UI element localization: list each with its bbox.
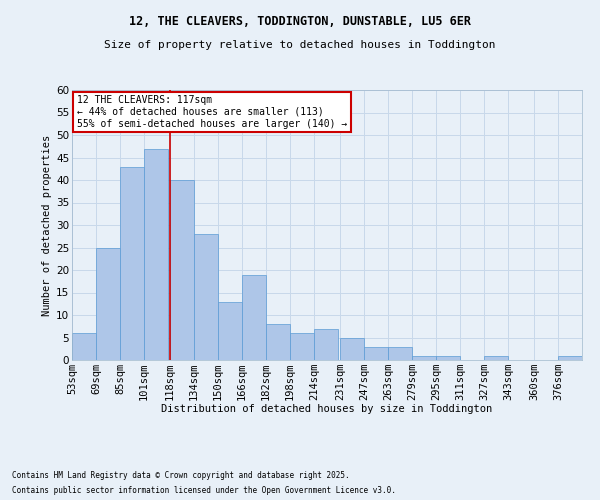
Y-axis label: Number of detached properties: Number of detached properties [42, 134, 52, 316]
Bar [218, 302, 242, 360]
Bar [364, 346, 388, 360]
Bar [290, 333, 314, 360]
Text: 12 THE CLEAVERS: 117sqm
← 44% of detached houses are smaller (113)
55% of semi-d: 12 THE CLEAVERS: 117sqm ← 44% of detache… [77, 96, 347, 128]
X-axis label: Distribution of detached houses by size in Toddington: Distribution of detached houses by size … [161, 404, 493, 414]
Bar [144, 148, 168, 360]
Text: 12, THE CLEAVERS, TODDINGTON, DUNSTABLE, LU5 6ER: 12, THE CLEAVERS, TODDINGTON, DUNSTABLE,… [129, 15, 471, 28]
Bar [170, 180, 194, 360]
Text: Contains public sector information licensed under the Open Government Licence v3: Contains public sector information licen… [12, 486, 396, 495]
Bar [120, 166, 144, 360]
Bar [242, 274, 266, 360]
Bar [558, 356, 582, 360]
Text: Size of property relative to detached houses in Toddington: Size of property relative to detached ho… [104, 40, 496, 50]
Bar [314, 328, 338, 360]
Text: Contains HM Land Registry data © Crown copyright and database right 2025.: Contains HM Land Registry data © Crown c… [12, 471, 350, 480]
Bar [412, 356, 436, 360]
Bar [96, 248, 120, 360]
Bar [340, 338, 364, 360]
Bar [484, 356, 508, 360]
Bar [266, 324, 290, 360]
Bar [436, 356, 460, 360]
Bar [72, 333, 96, 360]
Bar [388, 346, 412, 360]
Bar [194, 234, 218, 360]
